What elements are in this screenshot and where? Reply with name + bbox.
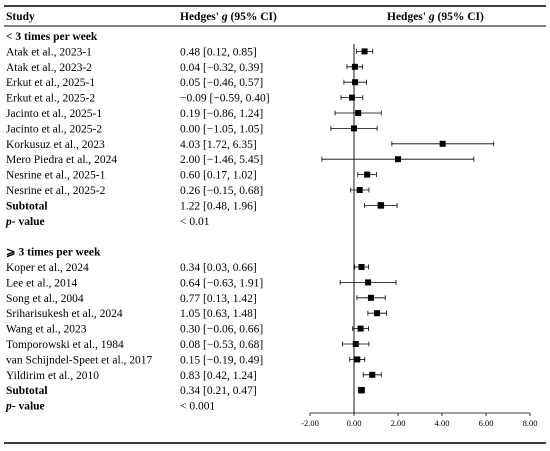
study-effect (349, 356, 366, 363)
effect-marker (357, 325, 364, 332)
study-ci: −0.09 [−0.59, 0.40] (180, 93, 270, 105)
study-effect (339, 279, 397, 286)
pvalue-label: p- value (5, 401, 45, 413)
effect-marker (354, 356, 361, 363)
x-tick-label: -2.00 (301, 418, 319, 428)
study-name: Koper et al., 2024 (6, 262, 89, 274)
subtotal-label: Subtotal (6, 200, 48, 212)
study-name: Erkut et al., 2025-1 (6, 77, 95, 89)
study-effect (334, 110, 382, 116)
effect-marker (377, 202, 385, 209)
effect-marker (356, 187, 363, 193)
effect-marker (351, 63, 358, 70)
study-ci: 0.05 [−0.46, 0.57] (180, 77, 263, 89)
x-tick-label: 6.00 (479, 418, 494, 428)
study-name: Mero Piedra et al., 2024 (6, 154, 117, 166)
study-name: Song et al., 2004 (6, 293, 84, 305)
study-name: Yildirim et al., 2010 (6, 370, 99, 382)
pvalue-text: < 0.001 (180, 401, 215, 413)
study-ci: 0.64 [−0.63, 1.91] (180, 277, 263, 289)
study-ci: 0.77 [0.13, 1.42] (180, 293, 257, 305)
study-ci: 4.03 [1.72, 6.35] (180, 139, 257, 151)
study-effect (346, 63, 363, 70)
study-name: Sriharisukesh et al., 2024 (6, 308, 123, 320)
study-ci: 0.00 [−1.05, 1.05] (180, 123, 263, 135)
x-tick-label: 2.00 (391, 418, 406, 428)
header-ci: Hedges' g (95% CI) (180, 11, 277, 23)
study-ci: 1.05 [0.63, 1.48] (180, 308, 257, 320)
x-tick-label: 4.00 (435, 418, 450, 428)
study-name: van Schijndel-Speet et al., 2017 (6, 354, 153, 366)
study-ci: 0.15 [−0.19, 0.49] (180, 354, 263, 366)
pvalue-label: p- value (5, 216, 45, 228)
study-name: Jacinto et al., 2025-2 (6, 123, 102, 135)
pvalue-text: < 0.01 (180, 216, 210, 228)
effect-marker (352, 79, 359, 86)
study-effect (367, 310, 387, 317)
study-effect (321, 156, 475, 163)
study-name: Atak et al., 2023-2 (6, 62, 92, 74)
effect-marker (364, 171, 371, 178)
effect-marker (367, 294, 374, 301)
study-ci: 0.83 [0.42, 1.24] (180, 370, 257, 382)
effect-marker (358, 386, 365, 394)
study-effect (362, 371, 382, 378)
subtotal-ci: 0.34 [0.21, 0.47] (180, 385, 257, 397)
header-study: Study (6, 11, 35, 23)
study-effect (341, 341, 370, 347)
study-effect (356, 294, 386, 301)
effect-marker (395, 156, 401, 163)
study-effect (350, 187, 370, 193)
effect-marker (358, 264, 365, 270)
header-plot: Hedges' g (95% CI) (387, 11, 484, 23)
study-name: Jacinto et al., 2025-1 (6, 108, 102, 120)
study-effect (343, 79, 367, 86)
effect-marker (439, 140, 446, 147)
study-ci: 0.26 [−0.15, 0.68] (180, 185, 263, 197)
effect-marker (349, 94, 356, 101)
study-ci: 0.08 [−0.53, 0.68] (180, 339, 263, 351)
subtotal-ci: 1.22 [0.48, 1.96] (180, 200, 257, 212)
study-effect (356, 48, 374, 55)
x-tick-label: 0.00 (347, 418, 362, 428)
subtotal-effect (358, 386, 365, 394)
study-effect (340, 94, 364, 101)
subtotal-effect (364, 202, 398, 209)
study-ci: 2.00 [−1.46, 5.45] (180, 154, 263, 166)
study-ci: 0.34 [0.03, 0.66] (180, 262, 257, 274)
effect-marker (369, 371, 376, 378)
study-name: Tomporowski et al., 1984 (6, 339, 124, 351)
effect-marker (352, 341, 359, 347)
study-name: Lee et al., 2014 (6, 277, 77, 289)
study-name: Korkusuz et al., 2023 (6, 139, 105, 151)
study-ci: 0.30 [−0.06, 0.66] (180, 324, 263, 336)
study-effect (391, 140, 495, 147)
x-tick-label: 8.00 (523, 418, 538, 428)
study-effect (352, 325, 369, 332)
group-label: < 3 times per week (6, 31, 98, 43)
study-ci: 0.60 [0.17, 1.02] (180, 170, 257, 182)
study-ci: 0.04 [−0.32, 0.39] (180, 62, 263, 74)
study-name: Atak et al., 2023-1 (6, 46, 92, 58)
effect-marker (365, 279, 372, 286)
effect-marker (361, 48, 368, 55)
study-effect (357, 171, 377, 178)
study-effect (354, 264, 369, 270)
rows-layer: < 3 times per week Atak et al., 2023-1 0.4… (5, 31, 270, 413)
plot-layer: -2.00 0.00 2.00 4.00 6.00 8.00 (301, 44, 537, 428)
study-name: Nesrine et al., 2025-1 (6, 170, 106, 182)
effect-marker (374, 310, 381, 317)
subtotal-label: Subtotal (6, 385, 48, 397)
study-name: Erkut et al., 2025-2 (6, 93, 95, 105)
study-name: Wang et al., 2023 (6, 324, 87, 336)
study-ci: 0.48 [0.12, 0.85] (180, 46, 257, 58)
effect-marker (355, 110, 362, 116)
study-ci: 0.19 [−0.86, 1.24] (180, 108, 263, 120)
group-label: ⩾ 3 times per week (6, 247, 101, 259)
study-name: Nesrine et al., 2025-2 (6, 185, 106, 197)
